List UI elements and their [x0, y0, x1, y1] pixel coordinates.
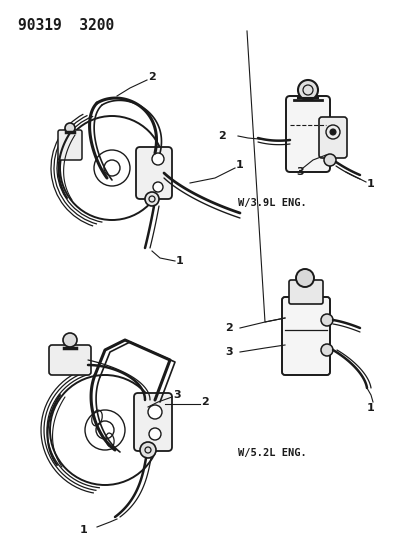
Circle shape	[298, 80, 318, 100]
FancyBboxPatch shape	[136, 147, 172, 199]
Circle shape	[324, 154, 336, 166]
FancyBboxPatch shape	[134, 393, 172, 451]
Circle shape	[321, 344, 333, 356]
Text: 1: 1	[367, 179, 375, 189]
Text: 1: 1	[236, 160, 244, 170]
Circle shape	[296, 269, 314, 287]
Circle shape	[145, 192, 159, 206]
Circle shape	[63, 333, 77, 347]
Circle shape	[321, 314, 333, 326]
Text: 3: 3	[173, 390, 181, 400]
Text: 3: 3	[225, 347, 232, 357]
FancyBboxPatch shape	[289, 280, 323, 304]
Circle shape	[149, 428, 161, 440]
Circle shape	[65, 123, 75, 133]
Text: 1: 1	[80, 525, 88, 533]
FancyBboxPatch shape	[286, 96, 330, 172]
FancyBboxPatch shape	[58, 130, 82, 160]
Circle shape	[152, 153, 164, 165]
Text: W/3.9L ENG.: W/3.9L ENG.	[238, 198, 307, 208]
Text: 1: 1	[176, 256, 184, 266]
FancyBboxPatch shape	[319, 117, 347, 158]
Circle shape	[148, 405, 162, 419]
Circle shape	[140, 442, 156, 458]
FancyBboxPatch shape	[282, 297, 330, 375]
Text: W/5.2L ENG.: W/5.2L ENG.	[238, 448, 307, 458]
Text: 1: 1	[367, 403, 375, 413]
Circle shape	[153, 182, 163, 192]
Text: 2: 2	[218, 131, 226, 141]
Text: 2: 2	[201, 397, 209, 407]
Text: 90319  3200: 90319 3200	[18, 18, 114, 33]
Circle shape	[330, 129, 336, 135]
Text: 2: 2	[225, 323, 233, 333]
FancyBboxPatch shape	[49, 345, 91, 375]
Text: 3: 3	[296, 167, 304, 177]
Text: 2: 2	[148, 72, 156, 82]
